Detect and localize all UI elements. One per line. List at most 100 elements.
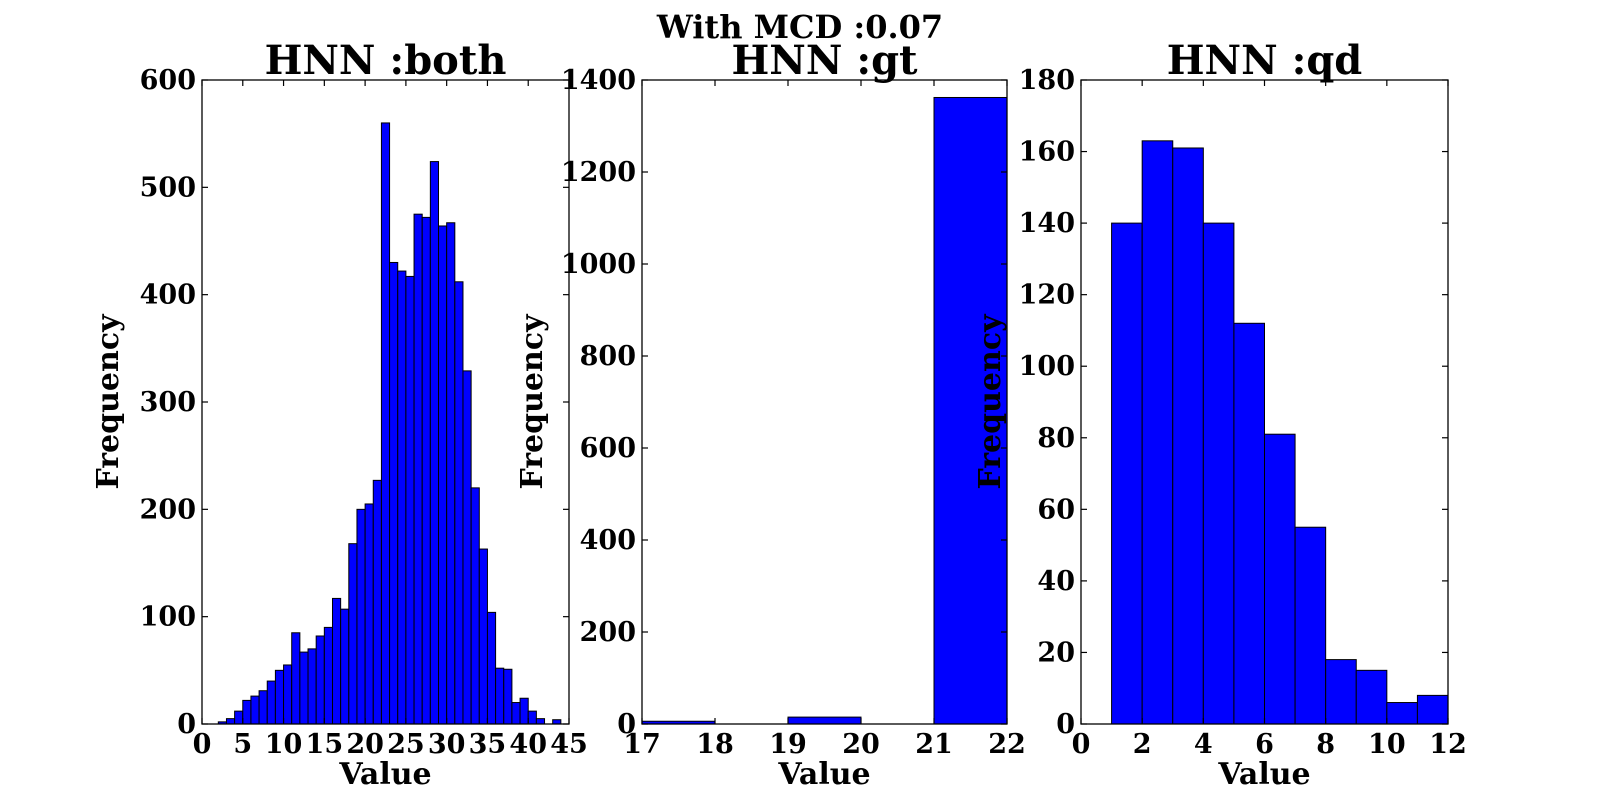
histogram-bar (535, 718, 546, 725)
y-axis-label: Frequency (91, 313, 126, 490)
histogram-bar (495, 667, 505, 725)
y-tick-label: 120 (1019, 280, 1075, 311)
histogram-bar (421, 216, 431, 725)
histogram-bar (405, 275, 415, 725)
histogram-bar (429, 161, 440, 725)
histogram-bar (519, 697, 529, 725)
x-tick-label: 30 (428, 729, 466, 760)
y-tick-label: 1000 (561, 249, 636, 280)
panel-title: HNN :qd (1167, 37, 1363, 84)
x-tick-label: 40 (509, 729, 547, 760)
x-tick-label: 0 (193, 729, 212, 760)
x-tick-label: 20 (346, 729, 384, 760)
histogram-bar (486, 611, 497, 725)
x-tick-label: 4 (1194, 729, 1213, 760)
histogram-bar (470, 487, 480, 725)
x-tick-label: 5 (233, 729, 252, 760)
y-tick-label: 0 (1056, 709, 1075, 740)
histogram-bar (356, 508, 366, 725)
histogram-bar (331, 597, 342, 725)
histogram-bar (511, 702, 521, 725)
histogram-bar (462, 370, 472, 725)
histogram-bar (274, 669, 285, 725)
histogram-bar (413, 213, 423, 725)
panel-gt: Value Frequency 0 200 400 600 800 1000 1200 140… (515, 37, 1026, 792)
y-axis-label: Frequency (973, 313, 1008, 490)
histogram-bar (454, 281, 464, 725)
y-axis-label: Frequency (515, 313, 550, 490)
y-tick-label: 20 (1037, 637, 1075, 668)
x-tick-label: 10 (1368, 729, 1406, 760)
x-tick-label: 8 (1316, 729, 1335, 760)
histogram-bar (397, 270, 407, 725)
histogram-bar (1111, 222, 1143, 725)
x-tick-label: 25 (387, 729, 425, 760)
histogram-bar (340, 608, 350, 725)
histogram-bar (299, 651, 309, 725)
histogram-bar (1355, 669, 1388, 725)
axes-frame (641, 79, 1008, 725)
histogram-bar (258, 690, 268, 725)
x-axis-label: Value (1217, 757, 1310, 792)
x-tick-label: 19 (769, 729, 807, 760)
y-tick-label: 100 (1019, 351, 1075, 382)
y-tick-label: 400 (580, 525, 636, 556)
y-tick-label: 0 (617, 709, 636, 740)
y-tick-label: 180 (1019, 65, 1075, 96)
histogram-bar (1172, 147, 1204, 725)
y-tick-label: 60 (1037, 494, 1075, 525)
panel-title: HNN :both (265, 37, 507, 84)
panel-title: HNN :gt (731, 37, 918, 84)
histogram-bar (364, 503, 374, 725)
histogram-bar (315, 635, 325, 725)
figure-suptitle: With MCD :0.07 (656, 8, 944, 46)
histogram-bar (323, 626, 333, 725)
histogram-bar (250, 695, 260, 725)
histogram-bar (372, 479, 382, 725)
histogram-bar (1264, 433, 1296, 725)
y-tick-label: 0 (177, 709, 196, 740)
histogram-bar (446, 222, 456, 725)
histogram-bar (234, 710, 244, 725)
x-tick-label: 21 (915, 729, 953, 760)
y-tick-label: 1400 (561, 65, 636, 96)
y-tick-label: 800 (580, 341, 636, 372)
histogram-bar (503, 668, 513, 725)
histogram-bar (380, 122, 391, 725)
y-tick-label: 500 (140, 172, 196, 203)
y-tick-label: 100 (140, 602, 196, 633)
x-tick-label: 45 (550, 729, 588, 760)
x-tick-label: 10 (265, 729, 303, 760)
histogram-bar (1386, 702, 1418, 725)
histogram-bar (242, 699, 252, 725)
histogram-bar (933, 96, 1008, 725)
y-tick-label: 600 (580, 433, 636, 464)
y-tick-label: 200 (140, 494, 196, 525)
y-tick-label: 160 (1019, 137, 1075, 168)
x-tick-label: 35 (469, 729, 507, 760)
histogram-bar (225, 718, 236, 725)
y-tick-label: 600 (140, 65, 196, 96)
y-tick-label: 80 (1037, 423, 1075, 454)
histogram-bar (291, 632, 301, 725)
y-tick-label: 200 (580, 617, 636, 648)
y-tick-label: 40 (1037, 566, 1075, 597)
histogram-bar (307, 648, 317, 725)
x-tick-label: 15 (306, 729, 344, 760)
histogram-bar (348, 543, 358, 725)
histogram-bar (1233, 322, 1265, 725)
histogram-bar (389, 261, 399, 725)
x-tick-label: 20 (842, 729, 880, 760)
y-tick-label: 1200 (561, 157, 636, 188)
histogram-bar (1416, 694, 1449, 725)
x-axis-label: Value (777, 757, 870, 792)
histogram-bar (478, 548, 488, 725)
histogram-bar (787, 716, 862, 725)
y-tick-label: 300 (140, 387, 196, 418)
y-tick-label: 400 (140, 280, 196, 311)
histogram-bar (527, 710, 537, 725)
histogram-bar (266, 680, 276, 725)
y-tick-label: 140 (1019, 208, 1075, 239)
